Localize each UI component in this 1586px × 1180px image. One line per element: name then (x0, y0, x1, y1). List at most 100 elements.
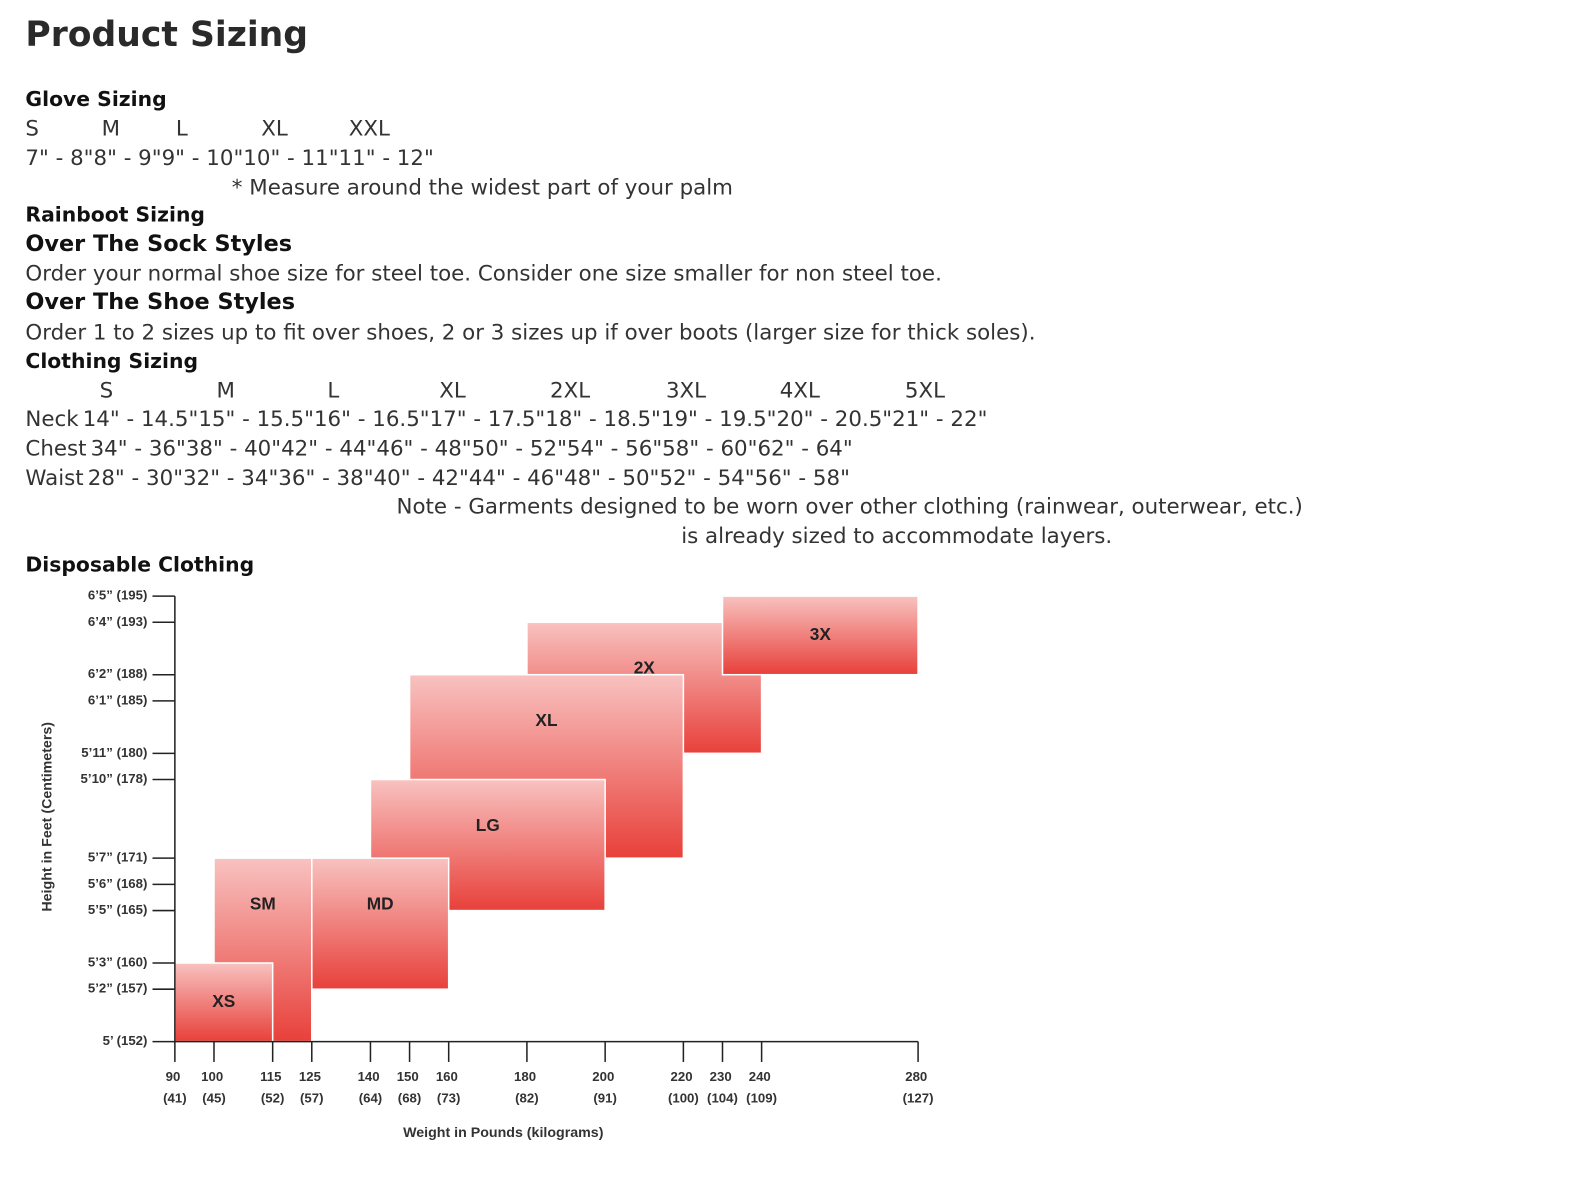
size-range: 10" - 11" (243, 145, 339, 170)
x-tick-label: 100 (45) (201, 1069, 227, 1105)
x-tick-label: 160 (73) (436, 1069, 462, 1105)
note: * Measure around the widest part of your… (231, 174, 733, 200)
y-tick-label: 6’1” (185) (88, 692, 148, 707)
box-label: 3X (810, 624, 832, 644)
row-label: Neck (25, 406, 79, 432)
box-label: XL (535, 710, 558, 730)
note: Note - Garments designed to be worn over… (396, 494, 1303, 519)
row-label: Waist (25, 465, 84, 491)
x-tick-label: 220 (100) (668, 1069, 699, 1105)
page-title: Product Sizing (25, 14, 309, 55)
y-tick-label: 5’5” (165) (88, 902, 148, 917)
table-cell: 54" - 56" (566, 436, 663, 461)
x-tick-label: 125 (57) (299, 1069, 325, 1105)
table-cell: 34" - 36" (90, 436, 186, 461)
x-tick-label: 240 (109) (746, 1069, 777, 1105)
glove-range-row: 7" - 8"8" - 9"9" - 10"10" - 11"11" - 12" (25, 144, 433, 170)
y-tick-label: 6’2” (188) (88, 666, 148, 681)
table-cell: 58" - 60" (662, 436, 758, 461)
table-cell: 48" - 50" (564, 465, 660, 491)
y-axis-label: Height in Feet (Centimeters) (40, 722, 56, 912)
size-label: XL (439, 378, 466, 403)
y-tick-label: 5’3” (160) (88, 954, 148, 969)
size-label: 4XL (779, 378, 820, 403)
table-cell: 28" - 30" (87, 465, 184, 491)
x-axis-label: Weight in Pounds (kilograms) (403, 1125, 604, 1141)
section-heading: Rainboot Sizing (25, 202, 205, 227)
note: is already sized to accommodate layers. (681, 523, 1113, 549)
x-tick-label: 230 (104) (707, 1069, 738, 1105)
x-tick-label: 150 (68) (397, 1069, 423, 1105)
sub-heading: Over The Sock Styles (25, 231, 293, 258)
table-cell: 19" - 19.5" (660, 406, 777, 432)
size-range: 9" - 10" (161, 145, 244, 170)
size-label: L (175, 115, 188, 141)
box-label: XS (212, 991, 235, 1011)
sub-heading: Over The Shoe Styles (25, 289, 296, 316)
table-row: Chest 34" - 36"38" - 40"42" - 44"46" - 48… (25, 435, 852, 461)
x-tick-label: 280 (127) (903, 1069, 934, 1105)
table-row: Waist 28" - 30"32" - 34"36" - 38"40" - 42… (25, 465, 849, 491)
table-cell: 15" - 15.5" (198, 406, 314, 432)
y-tick-label: 5’6” (168) (88, 876, 148, 891)
y-tick-label: 5’11” (180) (81, 745, 147, 760)
size-box (721, 595, 919, 676)
y-tick-label: 5’7” (171) (88, 850, 148, 865)
table-cell: 14" - 14.5" (82, 406, 199, 432)
section-heading: Glove Sizing (25, 86, 167, 111)
size-label: XXL (348, 115, 390, 141)
table-cell: 50" - 52" (471, 436, 567, 461)
table-cell: 44" - 46" (468, 465, 565, 491)
box-label: SM (250, 894, 276, 914)
size-label: M (216, 378, 235, 403)
size-label: 5XL (904, 378, 945, 403)
table-cell: 42" - 44" (281, 436, 377, 461)
y-tick-label: 5’ (152) (103, 1033, 148, 1048)
box-label: 2X (634, 658, 656, 678)
size-label: XL (261, 115, 288, 141)
x-tick-label: 200 (91) (592, 1069, 618, 1105)
chart-title: Disposable Clothing (25, 552, 255, 577)
table-cell: 20" - 20.5" (776, 406, 893, 432)
size-label: 3XL (665, 378, 707, 403)
size-label: M (101, 115, 121, 141)
size-range: 11" - 12" (338, 145, 434, 170)
table-cell: 36" - 38" (278, 465, 374, 491)
x-tick-label: 115 (52) (260, 1069, 285, 1105)
table-cell: 38" - 40" (185, 436, 282, 461)
table-cell: 18" - 18.5" (545, 406, 661, 432)
size-range: 7" - 8" (25, 145, 94, 170)
table-cell: 17" - 17.5" (429, 406, 546, 432)
table-cell: 21" - 22" (892, 406, 988, 432)
x-tick-label: 140 (64) (358, 1069, 384, 1105)
table-cell: 46" - 48" (376, 436, 472, 461)
x-tick-label: 90 (41) (163, 1069, 187, 1105)
paragraph: Order your normal shoe size for steel to… (25, 261, 942, 286)
y-tick-label: 6’5” (195) (88, 588, 148, 603)
size-label: 2XL (550, 378, 591, 403)
table-cell: 32" - 34" (183, 465, 279, 491)
table-cell: 56" - 58" (754, 465, 850, 491)
size-box (311, 857, 450, 990)
row-label: Chest (25, 436, 87, 461)
size-range: 8" - 9" (93, 145, 162, 170)
table-cell: 16" - 16.5" (313, 406, 430, 432)
box-label: LG (476, 815, 500, 835)
table-cell: 62" - 64" (757, 436, 853, 461)
paragraph: Order 1 to 2 sizes up to fit over shoes,… (25, 320, 1036, 345)
y-tick-label: 5’10” (178) (81, 771, 148, 786)
table-row: Neck 14" - 14.5"15" - 15.5"16" - 16.5"17"… (25, 406, 987, 432)
box-label: MD (367, 894, 394, 914)
x-tick-label: 180 (82) (514, 1069, 540, 1105)
table-cell: 52" - 54" (659, 465, 755, 491)
section-heading: Clothing Sizing (25, 348, 199, 374)
size-label: L (327, 378, 340, 403)
size-label: S (25, 115, 39, 141)
size-box (174, 962, 274, 1043)
y-tick-label: 6’4” (193) (88, 614, 148, 629)
y-tick-label: 5’2” (157) (88, 981, 148, 996)
size-label: S (99, 378, 114, 403)
